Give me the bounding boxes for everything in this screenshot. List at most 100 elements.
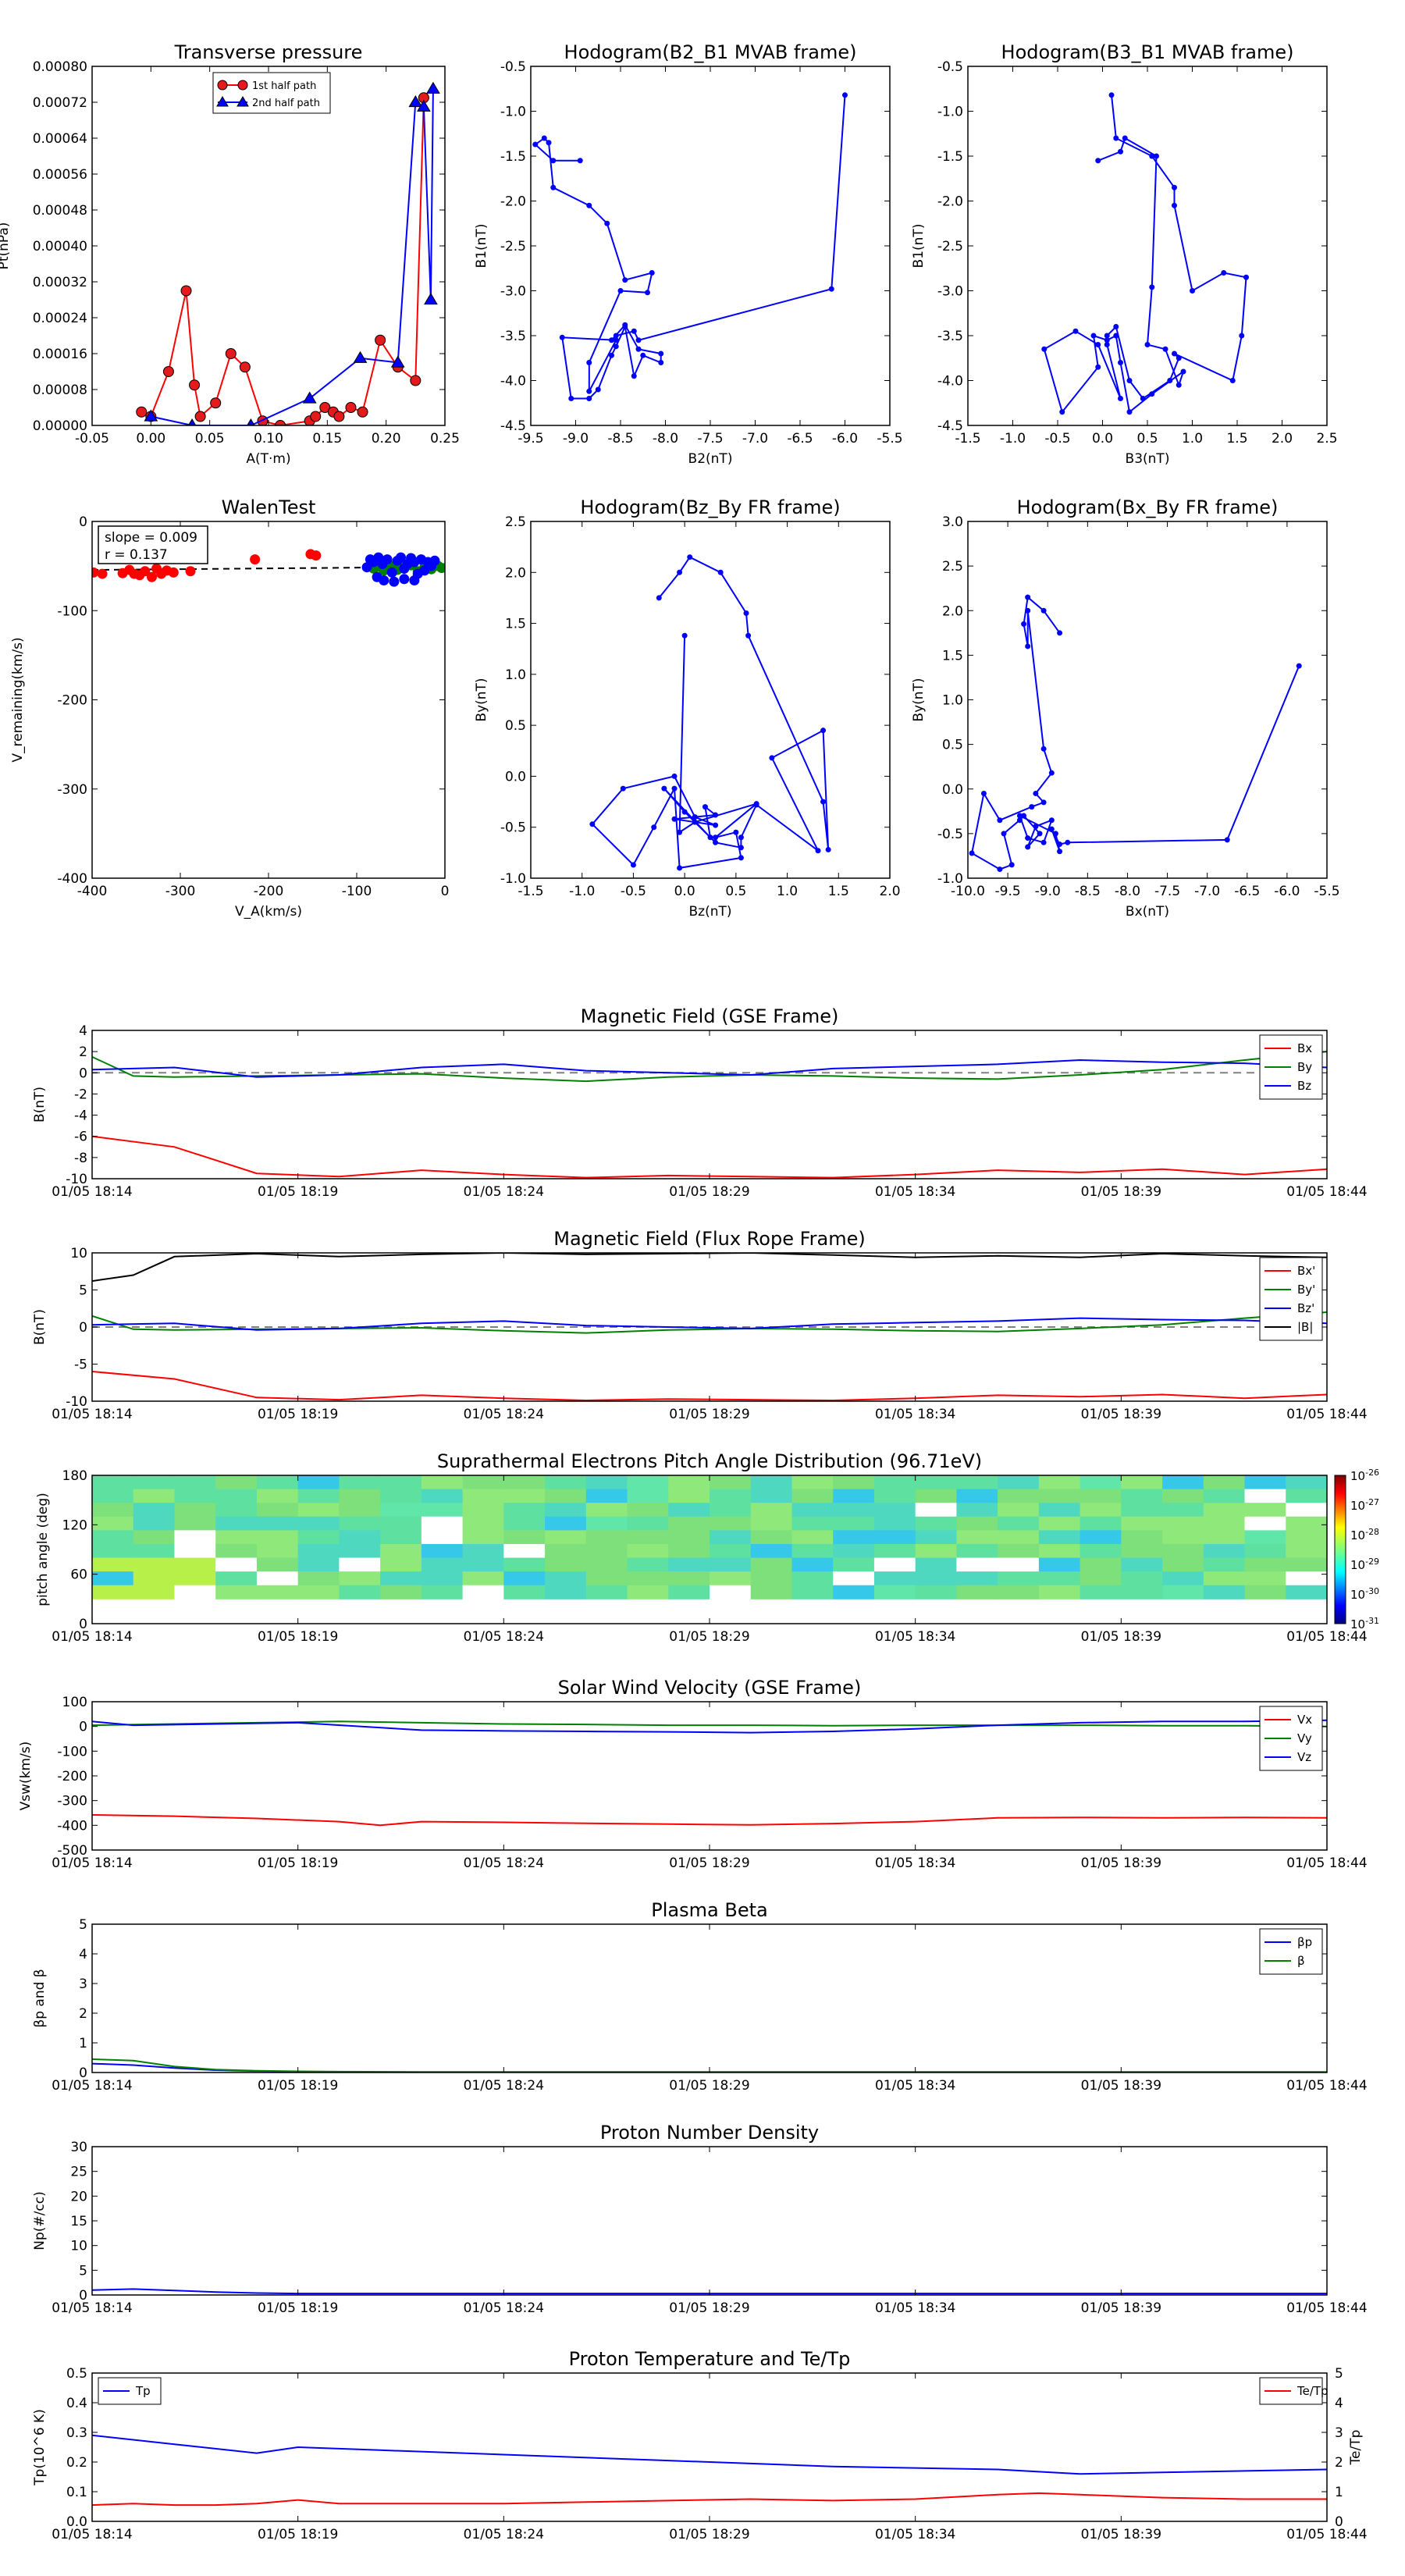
y-tick-label: 0.3 xyxy=(66,2425,87,2441)
hodogram-point xyxy=(1113,324,1119,329)
heatmap-cell xyxy=(1038,1571,1081,1586)
heatmap-cell xyxy=(1080,1503,1122,1517)
scatter-point xyxy=(168,567,179,578)
plot-frame xyxy=(530,521,891,879)
time-tick-label: 01/05 18:19 xyxy=(258,1629,338,1645)
hodogram-point xyxy=(1167,378,1173,383)
hodogram-line xyxy=(970,596,1300,870)
series-line xyxy=(92,1253,1327,1283)
legend-label: |B| xyxy=(1297,1320,1313,1334)
series-line xyxy=(151,88,434,425)
chart-title: Hodogram(Bz_By FR frame) xyxy=(580,496,840,518)
hodogram-point xyxy=(656,595,662,601)
time-tick-label: 01/05 18:29 xyxy=(669,2300,749,2316)
heatmap-cell xyxy=(750,1530,792,1545)
hodogram-point xyxy=(645,290,650,296)
hodogram-point xyxy=(658,360,664,365)
time-tick-label: 01/05 18:39 xyxy=(1081,1407,1161,1422)
y-axis-label: B(nT) xyxy=(32,1309,48,1345)
data-point xyxy=(319,402,331,413)
colorbar-tick-label: 10-28 xyxy=(1350,1527,1379,1542)
heatmap-cell xyxy=(998,1475,1040,1490)
plot-frame xyxy=(91,66,446,426)
y-tick-label: 60 xyxy=(70,1567,87,1583)
hodogram-point xyxy=(1176,382,1182,388)
time-tick-label: 01/05 18:24 xyxy=(464,2300,544,2316)
heatmap-cell xyxy=(1080,1489,1122,1503)
heatmap-cell xyxy=(256,1585,299,1599)
legend-label: Te/Tp xyxy=(1297,2384,1329,2398)
plot-area xyxy=(532,92,848,401)
heatmap-cell xyxy=(956,1530,998,1545)
scatter-point xyxy=(386,567,397,578)
heatmap-cell xyxy=(380,1557,422,1572)
hodogram-point xyxy=(1126,378,1133,383)
heatmap-cell xyxy=(92,1585,134,1599)
heatmap-cell xyxy=(1244,1557,1286,1572)
data-point xyxy=(333,411,345,422)
y-tick-label: 2.5 xyxy=(942,559,963,575)
y-tick-label: 20 xyxy=(70,2189,87,2204)
time-tick-label: 01/05 18:39 xyxy=(1081,2527,1161,2542)
heatmap-cell xyxy=(1121,1530,1163,1545)
heatmap-cell xyxy=(503,1585,546,1599)
hodogram-point xyxy=(681,632,688,639)
heatmap-cell xyxy=(915,1503,957,1517)
data-point xyxy=(210,397,222,409)
x-tick-label: 0.00 xyxy=(136,431,165,447)
y-tick-label: 25 xyxy=(70,2165,87,2180)
heatmap-cell xyxy=(92,1543,134,1559)
time-tick-label: 01/05 18:14 xyxy=(52,1629,132,1645)
hodogram-point xyxy=(604,220,610,226)
heatmap-cell xyxy=(297,1475,340,1490)
chart-title: Magnetic Field (Flux Rope Frame) xyxy=(553,1228,865,1250)
plot-area xyxy=(92,1253,1327,1401)
hodogram-point xyxy=(1057,849,1063,855)
y-tick-label: 0 xyxy=(79,2065,87,2081)
heatmap-cell xyxy=(791,1557,834,1572)
hodogram-point xyxy=(1048,817,1055,824)
heatmap-cell xyxy=(339,1557,381,1572)
heatmap-cell xyxy=(215,1503,258,1517)
colorbar-tick-label: 10-26 xyxy=(1350,1468,1379,1483)
hodogram-point xyxy=(969,850,975,856)
heatmap-cell xyxy=(421,1516,464,1531)
heatmap-cell xyxy=(421,1585,464,1599)
y-tick-label: 1.5 xyxy=(505,617,526,632)
y-tick-label: -100 xyxy=(57,1744,87,1759)
series-line xyxy=(92,2492,1327,2507)
hodogram-point xyxy=(541,135,547,141)
x-tick-label: 1.5 xyxy=(828,884,849,899)
hodogram-point xyxy=(733,829,739,835)
heatmap-cell xyxy=(627,1571,669,1586)
heatmap-cell xyxy=(1080,1571,1122,1586)
hodogram-point xyxy=(1048,770,1055,776)
heatmap-cell xyxy=(1286,1475,1328,1490)
y-tick-label: 0.00008 xyxy=(33,382,87,398)
scatter-point xyxy=(396,552,406,563)
heatmap-cell xyxy=(1038,1489,1081,1503)
x-tick-label: -6.5 xyxy=(787,431,813,447)
hodogram-point xyxy=(1104,337,1110,343)
hodogram-point xyxy=(568,396,574,401)
data-point xyxy=(194,411,206,422)
legend-label: βp xyxy=(1297,1935,1312,1949)
heatmap-cell xyxy=(710,1543,752,1559)
hodogram-point xyxy=(692,814,698,820)
heatmap-cell xyxy=(92,1503,134,1517)
heatmap-cell xyxy=(1162,1530,1204,1545)
hodogram-point xyxy=(1025,643,1031,649)
data-point xyxy=(275,420,286,425)
heatmap-cell xyxy=(668,1530,710,1545)
scatter-point xyxy=(92,567,99,578)
y-tick-label: 0 xyxy=(79,1320,87,1336)
y-tick-label: -1.0 xyxy=(500,105,526,120)
hodogram-point xyxy=(1122,135,1128,141)
x-tick-label: -7.0 xyxy=(742,431,768,447)
y-tick-label: -3.0 xyxy=(937,284,963,300)
legend: Te/Tp xyxy=(1259,2377,1329,2405)
hodogram-point xyxy=(1048,826,1055,832)
heatmap-cell xyxy=(256,1516,299,1531)
heatmap-cell xyxy=(710,1530,752,1545)
heatmap-cell xyxy=(627,1503,669,1517)
